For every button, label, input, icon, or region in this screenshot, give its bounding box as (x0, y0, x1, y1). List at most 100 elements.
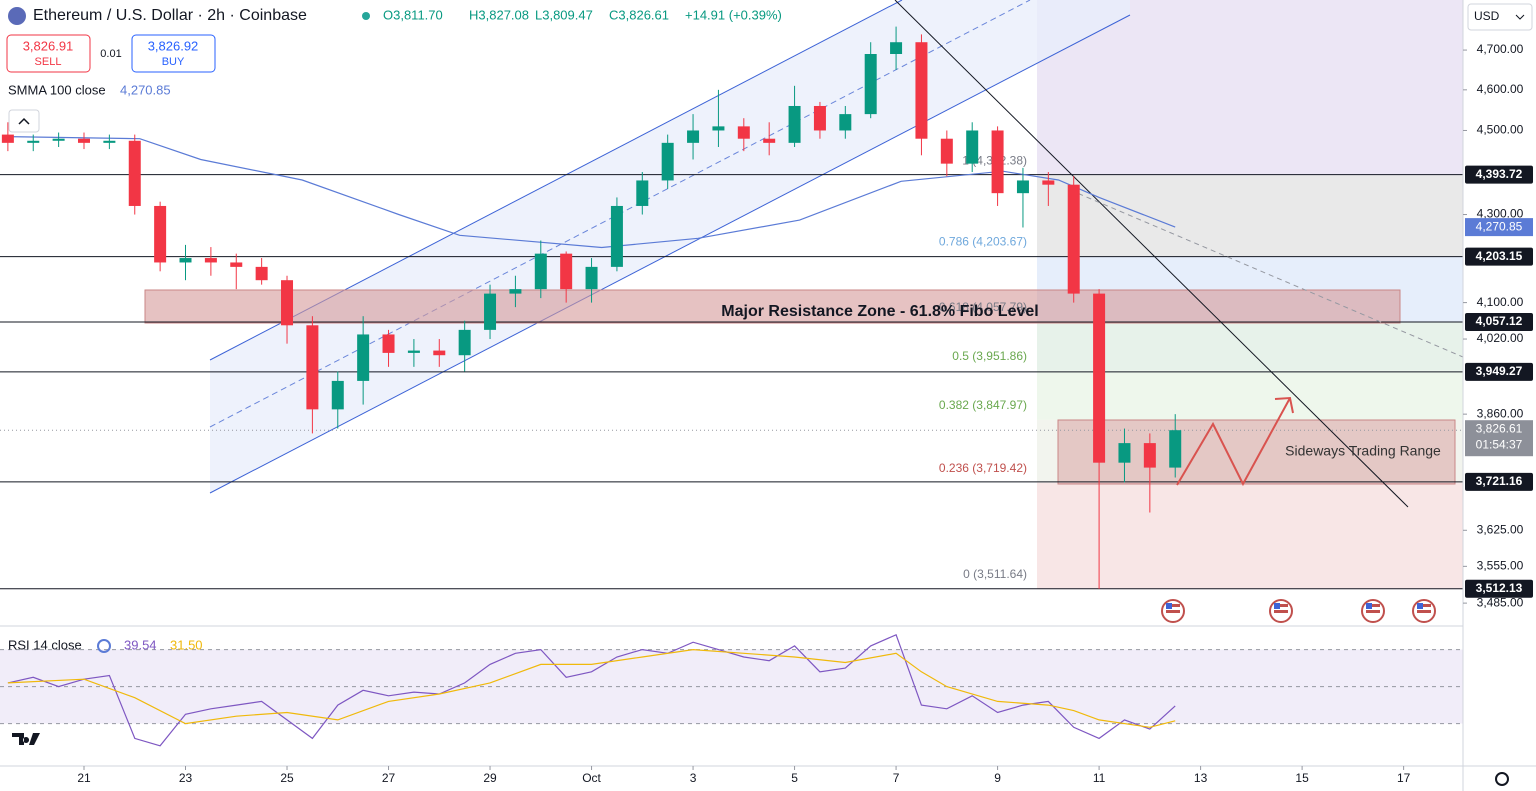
event-flag (1166, 603, 1172, 609)
channel-fill (210, 0, 1130, 493)
event-flag (1366, 603, 1372, 609)
collapse-icon (18, 117, 30, 125)
smma-line (7, 136, 1176, 249)
candle-body (458, 329, 471, 356)
event-flag (1417, 610, 1431, 613)
level-label: 4,057.12 (1476, 314, 1523, 328)
event-flag (1417, 603, 1423, 609)
arrow-head (1274, 396, 1294, 414)
candle-body (966, 130, 979, 164)
change: +14.91 (+0.39%) (685, 7, 782, 22)
rsi-title: RSI 14 close (8, 637, 82, 652)
y-tick-label: 4,600.00 (1477, 82, 1524, 96)
candle-body (1118, 443, 1131, 463)
candle-body (1143, 443, 1156, 468)
level-label: 4,393.72 (1476, 167, 1523, 181)
level-box (1465, 313, 1533, 332)
rsi-icon[interactable] (97, 639, 111, 653)
y-tick-label: 4,020.00 (1477, 331, 1524, 345)
candle-body (890, 42, 903, 55)
ohlc-value: H3,827.08 (469, 7, 529, 22)
candle-body (560, 253, 573, 290)
candle-body (27, 140, 40, 143)
trendline (894, 0, 1409, 508)
x-tick-label: Oct (582, 771, 601, 785)
resistance-zone (144, 289, 1401, 324)
candle-body (687, 130, 700, 143)
buy-button[interactable] (131, 34, 216, 73)
y-tick-label: 3,625.00 (1477, 522, 1524, 536)
level-label: 3,721.16 (1476, 474, 1523, 488)
x-tick-label: 13 (1194, 771, 1208, 785)
candle-body (484, 293, 497, 330)
rsi-legend-value: 31.50 (170, 637, 203, 652)
candle-body (712, 126, 725, 131)
candle-body (103, 140, 116, 143)
y-tick-label: 4,100.00 (1477, 295, 1524, 309)
y-tick-label: 4,700.00 (1477, 42, 1524, 56)
countdown: 01:54:37 (1476, 437, 1523, 451)
level-label: 4,203.15 (1476, 249, 1523, 263)
spread: 0.01 (100, 48, 121, 60)
event-flag (1166, 610, 1180, 613)
level-box (1465, 579, 1533, 598)
x-tick-label: 7 (893, 771, 900, 785)
sell-button[interactable] (6, 34, 91, 73)
fib-band (1037, 321, 1463, 371)
candle-body (1016, 180, 1029, 194)
fib-band (1037, 482, 1463, 590)
fib-label: 0.786 (4,203.67) (939, 235, 1027, 249)
collapse-button[interactable] (8, 109, 40, 133)
candle-body (1042, 180, 1055, 185)
level-box (1465, 472, 1533, 491)
candle-body (77, 138, 90, 143)
candle-body (788, 105, 801, 143)
settings-icon[interactable] (1495, 772, 1509, 786)
candle-body (509, 289, 522, 294)
buy-label: BUY (162, 56, 185, 68)
y-tick-label: 4,300.00 (1477, 207, 1524, 221)
candle-body (1093, 293, 1106, 463)
event-flag (1274, 604, 1288, 607)
candle-body (230, 262, 243, 267)
level-box (1465, 362, 1533, 381)
fib-band (1037, 175, 1463, 257)
price-label: 3,826.61 (1476, 421, 1523, 435)
currency-caret (1515, 14, 1525, 20)
y-tick-label: 3,860.00 (1477, 406, 1524, 420)
fib-band (1037, 0, 1463, 176)
candle-body (991, 130, 1004, 194)
price-axis (1463, 0, 1536, 791)
status-dot (362, 12, 370, 20)
level-label: 3,512.13 (1476, 581, 1523, 595)
candle-body (52, 138, 65, 141)
fib-band (1037, 370, 1463, 420)
x-tick-label: 23 (179, 771, 193, 785)
annotation: Major Resistance Zone - 61.8% Fibo Level (721, 303, 1038, 320)
candle-body (1169, 430, 1182, 468)
candle-body (357, 334, 370, 381)
ohlc-value: L3,809.47 (535, 7, 593, 22)
candle-body (915, 42, 928, 139)
smma-box (1465, 218, 1533, 237)
channel-line (209, 14, 1131, 494)
fib-label: 0.382 (3,847.97) (939, 398, 1027, 412)
candle-body (1067, 184, 1080, 294)
candle-body (331, 380, 344, 410)
candle-body (813, 105, 826, 131)
event-flag (1274, 610, 1288, 613)
x-tick-label: 15 (1295, 771, 1309, 785)
smma-legend: SMMA 100 close (8, 82, 106, 97)
candle-body (306, 325, 319, 410)
x-tick-label: 27 (382, 771, 396, 785)
smma-legend-value: 4,270.85 (120, 82, 171, 97)
fib-label: 0.618 (4,057.79) (939, 300, 1027, 314)
x-tick-label: 11 (1093, 771, 1106, 785)
event-flag (1274, 603, 1280, 609)
x-tick-label: 3 (690, 771, 697, 785)
currency-box[interactable] (1467, 3, 1533, 31)
sell-label: SELL (35, 56, 62, 68)
fib-label: 0.236 (3,719.42) (939, 461, 1027, 475)
header-bg (0, 0, 800, 30)
